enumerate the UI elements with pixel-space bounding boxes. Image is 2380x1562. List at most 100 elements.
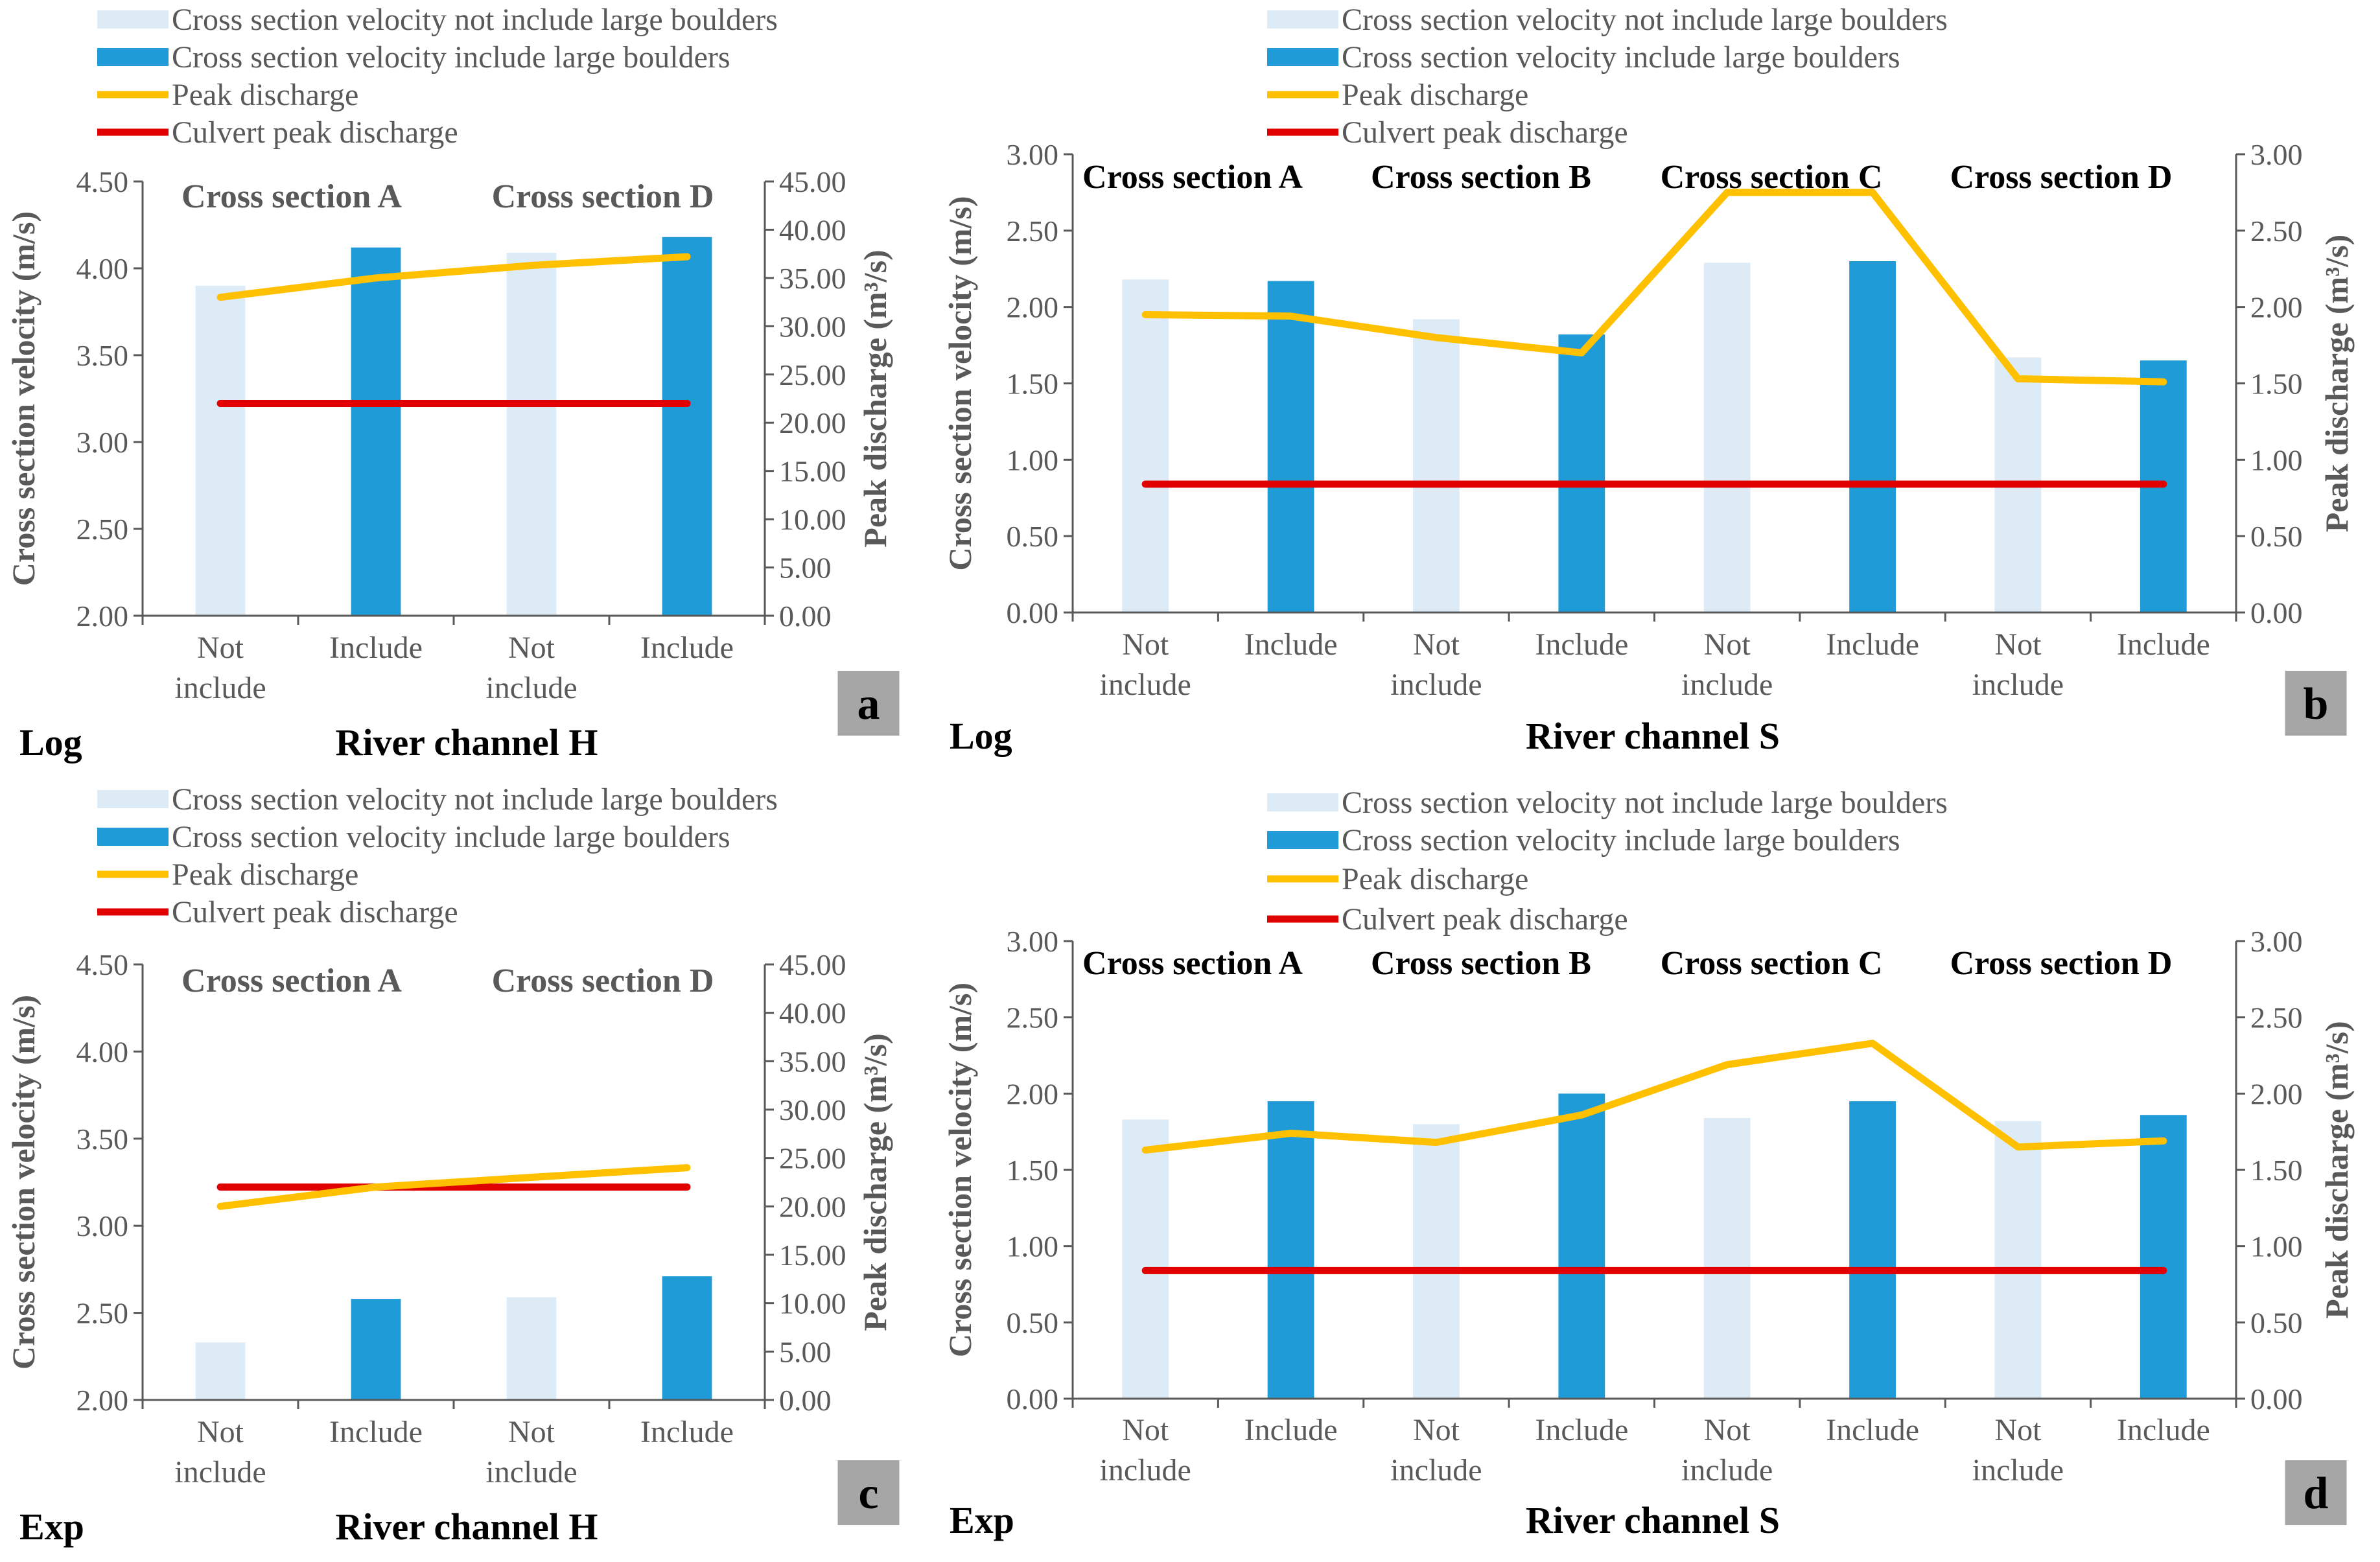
legend-label: Peak discharge bbox=[1342, 862, 1528, 896]
bar-velocity-not-include bbox=[506, 1297, 557, 1400]
x-axis-title: River channel S bbox=[1526, 1499, 1780, 1541]
legend-swatch-include bbox=[1267, 48, 1338, 66]
section-label: Cross section A bbox=[1082, 159, 1303, 196]
category-label: Not include bbox=[485, 1415, 577, 1489]
bar-velocity-include bbox=[1558, 334, 1605, 612]
category-label: Not include bbox=[1100, 627, 1191, 702]
legend-label: Peak discharge bbox=[1342, 78, 1528, 112]
right-tick-label: 0.50 bbox=[2250, 520, 2303, 553]
section-label: Cross section D bbox=[1950, 159, 2173, 196]
bar-velocity-not-include bbox=[1122, 1119, 1169, 1399]
y-axis-title-left: Cross section velocity (m/s) bbox=[942, 196, 978, 570]
right-tick-label: 1.00 bbox=[2250, 1230, 2303, 1263]
category-label: Not include bbox=[1681, 627, 1773, 702]
category-label: Include bbox=[1244, 1413, 1338, 1447]
left-tick-label: 2.50 bbox=[1007, 1001, 1059, 1034]
legend-label: Culvert peak discharge bbox=[172, 895, 458, 929]
section-label: Cross section D bbox=[492, 178, 714, 215]
legend-swatch-not-include bbox=[1267, 10, 1338, 29]
right-tick-label: 0.50 bbox=[2250, 1306, 2303, 1339]
right-tick-label: 40.00 bbox=[779, 213, 846, 246]
left-tick-label: 3.00 bbox=[76, 1209, 129, 1242]
legend-swatch-include bbox=[97, 828, 169, 846]
right-tick-label: 2.50 bbox=[2250, 215, 2303, 248]
panel-badge bbox=[2285, 1460, 2347, 1525]
bar-velocity-not-include bbox=[1994, 1121, 2042, 1399]
right-tick-label: 0.00 bbox=[2250, 1382, 2303, 1416]
legend-label: Cross section velocity not include large… bbox=[1342, 3, 1948, 37]
bar-velocity-not-include bbox=[1413, 319, 1460, 612]
bar-velocity-not-include bbox=[1122, 279, 1169, 612]
legend-swatch-include bbox=[1267, 831, 1338, 849]
right-tick-label: 35.00 bbox=[779, 1045, 846, 1078]
left-tick-label: 3.00 bbox=[76, 426, 129, 459]
left-tick-label: 2.00 bbox=[1007, 291, 1059, 324]
legend-label: Cross section velocity not include large… bbox=[1342, 786, 1948, 820]
right-tick-label: 25.00 bbox=[779, 358, 846, 391]
left-tick-label: 3.00 bbox=[1007, 138, 1059, 171]
right-tick-label: 45.00 bbox=[779, 948, 846, 981]
section-label: Cross section A bbox=[181, 962, 402, 999]
x-axis-title: River channel H bbox=[336, 721, 598, 764]
legend-swatch-not-include bbox=[97, 10, 169, 29]
right-tick-label: 0.00 bbox=[2250, 596, 2303, 629]
right-tick-label: 25.00 bbox=[779, 1142, 846, 1175]
category-label: Include bbox=[329, 1415, 423, 1449]
bar-velocity-include bbox=[1267, 1101, 1314, 1399]
category-label: Not include bbox=[1972, 627, 2064, 702]
right-tick-label: 10.00 bbox=[779, 1287, 846, 1320]
category-label: Include bbox=[2117, 627, 2210, 662]
category-label: Not include bbox=[1100, 1413, 1191, 1487]
legend-label: Peak discharge bbox=[172, 78, 358, 112]
left-tick-label: 4.50 bbox=[76, 165, 129, 198]
legend-label: Cross section velocity not include large… bbox=[172, 3, 778, 37]
legend-label: Culvert peak discharge bbox=[1342, 902, 1628, 937]
bar-velocity-not-include bbox=[1703, 262, 1751, 612]
right-tick-label: 2.00 bbox=[2250, 1077, 2303, 1110]
left-tick-label: 2.00 bbox=[1007, 1077, 1059, 1110]
right-tick-label: 2.00 bbox=[2250, 291, 2303, 324]
left-tick-label: 4.00 bbox=[76, 1035, 129, 1068]
right-tick-label: 3.00 bbox=[2250, 925, 2303, 958]
y-axis-title-right: Peak discharge (m³/s) bbox=[2318, 1021, 2355, 1318]
left-tick-label: 2.00 bbox=[76, 1384, 129, 1417]
legend-label: Culvert peak discharge bbox=[172, 115, 458, 150]
right-tick-label: 3.00 bbox=[2250, 138, 2303, 171]
section-label: Cross section B bbox=[1371, 945, 1591, 982]
category-label: Include bbox=[1826, 1413, 1919, 1447]
right-tick-label: 15.00 bbox=[779, 1239, 846, 1272]
category-label: Include bbox=[1826, 627, 1919, 662]
bar-velocity-include bbox=[1849, 261, 1896, 612]
left-tick-label: 0.00 bbox=[1007, 1382, 1059, 1416]
legend-label: Cross section velocity include large bou… bbox=[172, 40, 730, 75]
legend-swatch-include bbox=[97, 48, 169, 66]
legend-label: Cross section velocity include large bou… bbox=[1342, 40, 1900, 75]
left-tick-label: 3.50 bbox=[76, 1123, 129, 1156]
right-tick-label: 5.00 bbox=[779, 552, 832, 585]
section-label: Cross section C bbox=[1661, 159, 1883, 196]
bar-velocity-include bbox=[1267, 281, 1314, 612]
section-label: Cross section C bbox=[1661, 945, 1883, 982]
chart-panel-b: Cross section velocity not include large… bbox=[942, 3, 2355, 757]
section-label: Cross section D bbox=[1950, 945, 2173, 982]
method-label: Log bbox=[19, 721, 82, 764]
y-axis-title-left: Cross section velocity (m/s) bbox=[5, 995, 41, 1370]
section-label: Cross section B bbox=[1371, 159, 1591, 196]
panel-badge bbox=[837, 671, 900, 736]
category-label: Include bbox=[1535, 1413, 1628, 1447]
legend-label: Cross section velocity not include large… bbox=[172, 782, 778, 817]
y-axis-title-right: Peak discharge (m³/s) bbox=[2318, 235, 2355, 532]
right-tick-label: 20.00 bbox=[779, 1190, 846, 1223]
right-tick-label: 5.00 bbox=[779, 1335, 832, 1368]
left-tick-label: 3.50 bbox=[76, 339, 129, 372]
panel-badge-letter: b bbox=[2304, 679, 2329, 729]
left-tick-label: 0.50 bbox=[1007, 520, 1059, 553]
left-tick-label: 1.50 bbox=[1007, 1154, 1059, 1187]
right-tick-label: 1.00 bbox=[2250, 443, 2303, 476]
category-label: Not include bbox=[485, 631, 577, 705]
bar-velocity-not-include bbox=[1703, 1117, 1751, 1399]
category-label: Not include bbox=[1681, 1413, 1773, 1487]
category-label: Include bbox=[2117, 1413, 2210, 1447]
right-tick-label: 15.00 bbox=[779, 455, 846, 488]
